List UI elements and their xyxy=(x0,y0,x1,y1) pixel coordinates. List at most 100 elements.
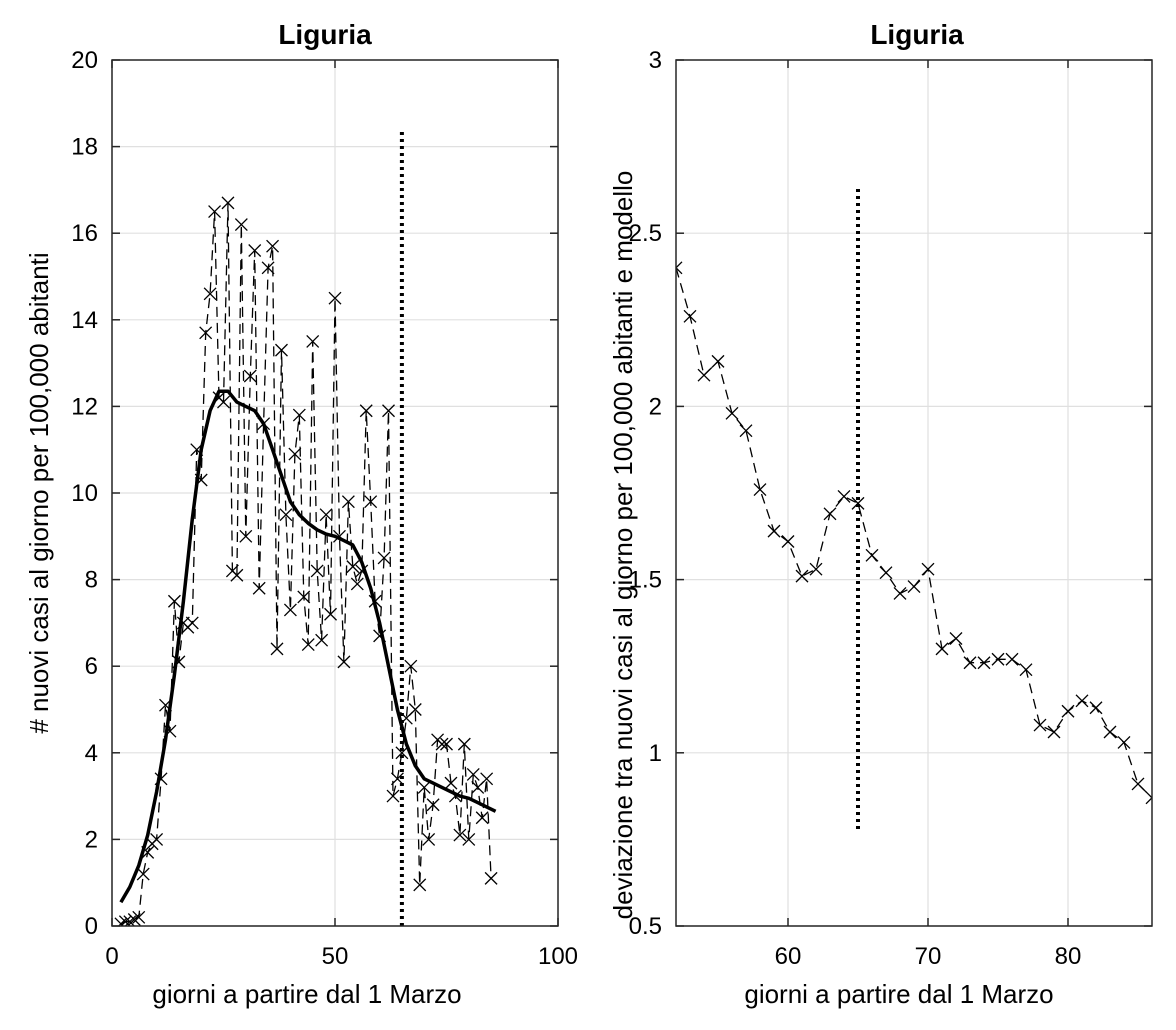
data-point xyxy=(252,581,266,595)
data-point xyxy=(781,535,795,548)
data-point xyxy=(475,811,489,825)
y-tick-label: 18 xyxy=(71,134,98,161)
data-point xyxy=(1103,725,1117,739)
right-panel: 60 70 80 0.5 1 1.5 2 2.5 3 Liguria giorni a part… xyxy=(608,19,1153,1009)
data-point xyxy=(270,642,284,656)
data-point xyxy=(1145,791,1152,805)
axes-box xyxy=(675,59,1153,927)
data-point xyxy=(382,404,395,418)
y-tick-label: 0.5 xyxy=(629,913,662,940)
series-group xyxy=(676,188,1152,830)
data-point xyxy=(739,424,753,438)
data-point xyxy=(683,309,697,323)
data-point xyxy=(893,586,907,600)
data-point xyxy=(248,244,262,257)
x-axis-label: giorni a partire dal 1 Marzo xyxy=(152,979,461,1009)
data-point xyxy=(462,832,476,846)
y-axis-label: # nuovi casi al giorno per 100,000 abita… xyxy=(24,252,54,733)
y-tick-label: 2 xyxy=(85,826,98,853)
data-point xyxy=(324,607,337,621)
x-tick-label: 50 xyxy=(322,943,349,970)
data-point xyxy=(243,369,257,383)
data-point xyxy=(319,508,333,522)
y-tick-label: 16 xyxy=(71,220,98,247)
data-point xyxy=(337,655,351,669)
y-tick-label: 3 xyxy=(649,47,662,74)
data-point xyxy=(1089,701,1103,715)
data-point xyxy=(234,218,248,231)
data-point xyxy=(315,633,329,647)
x-axis-label: giorni a partire dal 1 Marzo xyxy=(744,979,1053,1009)
data-point xyxy=(239,529,253,543)
data-point xyxy=(359,404,373,418)
data-point xyxy=(935,642,949,656)
chart-title: Liguria xyxy=(278,19,372,50)
y-axis-label: deviazione tra nuovi casi al giorno per … xyxy=(608,171,638,920)
data-point xyxy=(377,551,391,565)
x-tick-label: 0 xyxy=(105,943,118,970)
data-point xyxy=(261,261,275,275)
data-point xyxy=(991,652,1005,666)
data-point xyxy=(364,495,378,509)
series-layer xyxy=(676,188,1152,830)
y-tick-label: 0 xyxy=(85,913,98,940)
data-point xyxy=(977,656,991,670)
data-point xyxy=(422,832,436,846)
data-point xyxy=(404,659,418,673)
data-point xyxy=(949,632,963,645)
x-tick-label: 80 xyxy=(1055,943,1082,970)
data-point xyxy=(230,568,244,582)
data-point xyxy=(301,638,315,652)
chart-title: Liguria xyxy=(870,19,964,50)
data-point xyxy=(453,828,467,842)
data-point xyxy=(865,548,879,562)
y-tick-label: 1.5 xyxy=(629,567,662,594)
data-point xyxy=(480,772,494,786)
data-point xyxy=(417,780,431,794)
data-point xyxy=(266,239,280,253)
data-point xyxy=(1047,725,1061,739)
data-point xyxy=(292,408,306,422)
data-point xyxy=(136,867,150,881)
data-point xyxy=(444,776,458,790)
data-point xyxy=(306,334,320,348)
y-tick-label: 8 xyxy=(85,567,98,594)
data-point xyxy=(150,832,164,846)
data-point xyxy=(1019,663,1033,677)
data-point xyxy=(1131,777,1145,791)
data-point xyxy=(208,205,222,219)
data-point xyxy=(851,496,865,510)
data-point xyxy=(199,326,213,340)
data-point xyxy=(408,703,422,716)
data-point xyxy=(440,737,453,751)
series-layer xyxy=(114,131,498,926)
y-tick-label: 4 xyxy=(85,740,98,767)
data-point xyxy=(203,287,217,301)
ticks: 60 70 80 0.5 1 1.5 2 2.5 3 xyxy=(629,47,1152,970)
data-point xyxy=(711,354,725,368)
data-point xyxy=(310,564,324,578)
y-tick-label: 1 xyxy=(649,740,662,767)
y-tick-label: 10 xyxy=(71,480,98,507)
data-point xyxy=(426,798,440,812)
data-point xyxy=(395,746,409,760)
data-point xyxy=(1061,704,1075,718)
data-point xyxy=(725,406,739,420)
data-point xyxy=(297,590,311,604)
y-tick-label: 20 xyxy=(71,47,98,74)
ticks: 0 50 100 0 2 4 6 8 10 12 14 16 18 20 xyxy=(71,47,578,970)
y-tick-label: 2.5 xyxy=(629,220,662,247)
y-tick-label: 14 xyxy=(71,307,98,334)
data-point xyxy=(921,562,935,576)
data-point xyxy=(275,343,288,357)
series-line xyxy=(120,202,492,925)
data-point xyxy=(288,447,302,461)
data-point xyxy=(341,495,355,509)
data-point xyxy=(795,569,809,583)
data-point xyxy=(132,910,146,924)
left-panel: 0 50 100 0 2 4 6 8 10 12 14 16 18 20 Liguria giorni a… xyxy=(24,19,578,1009)
data-point xyxy=(1033,718,1047,732)
data-point xyxy=(283,603,297,617)
data-point xyxy=(1075,694,1089,708)
data-point xyxy=(963,656,977,670)
